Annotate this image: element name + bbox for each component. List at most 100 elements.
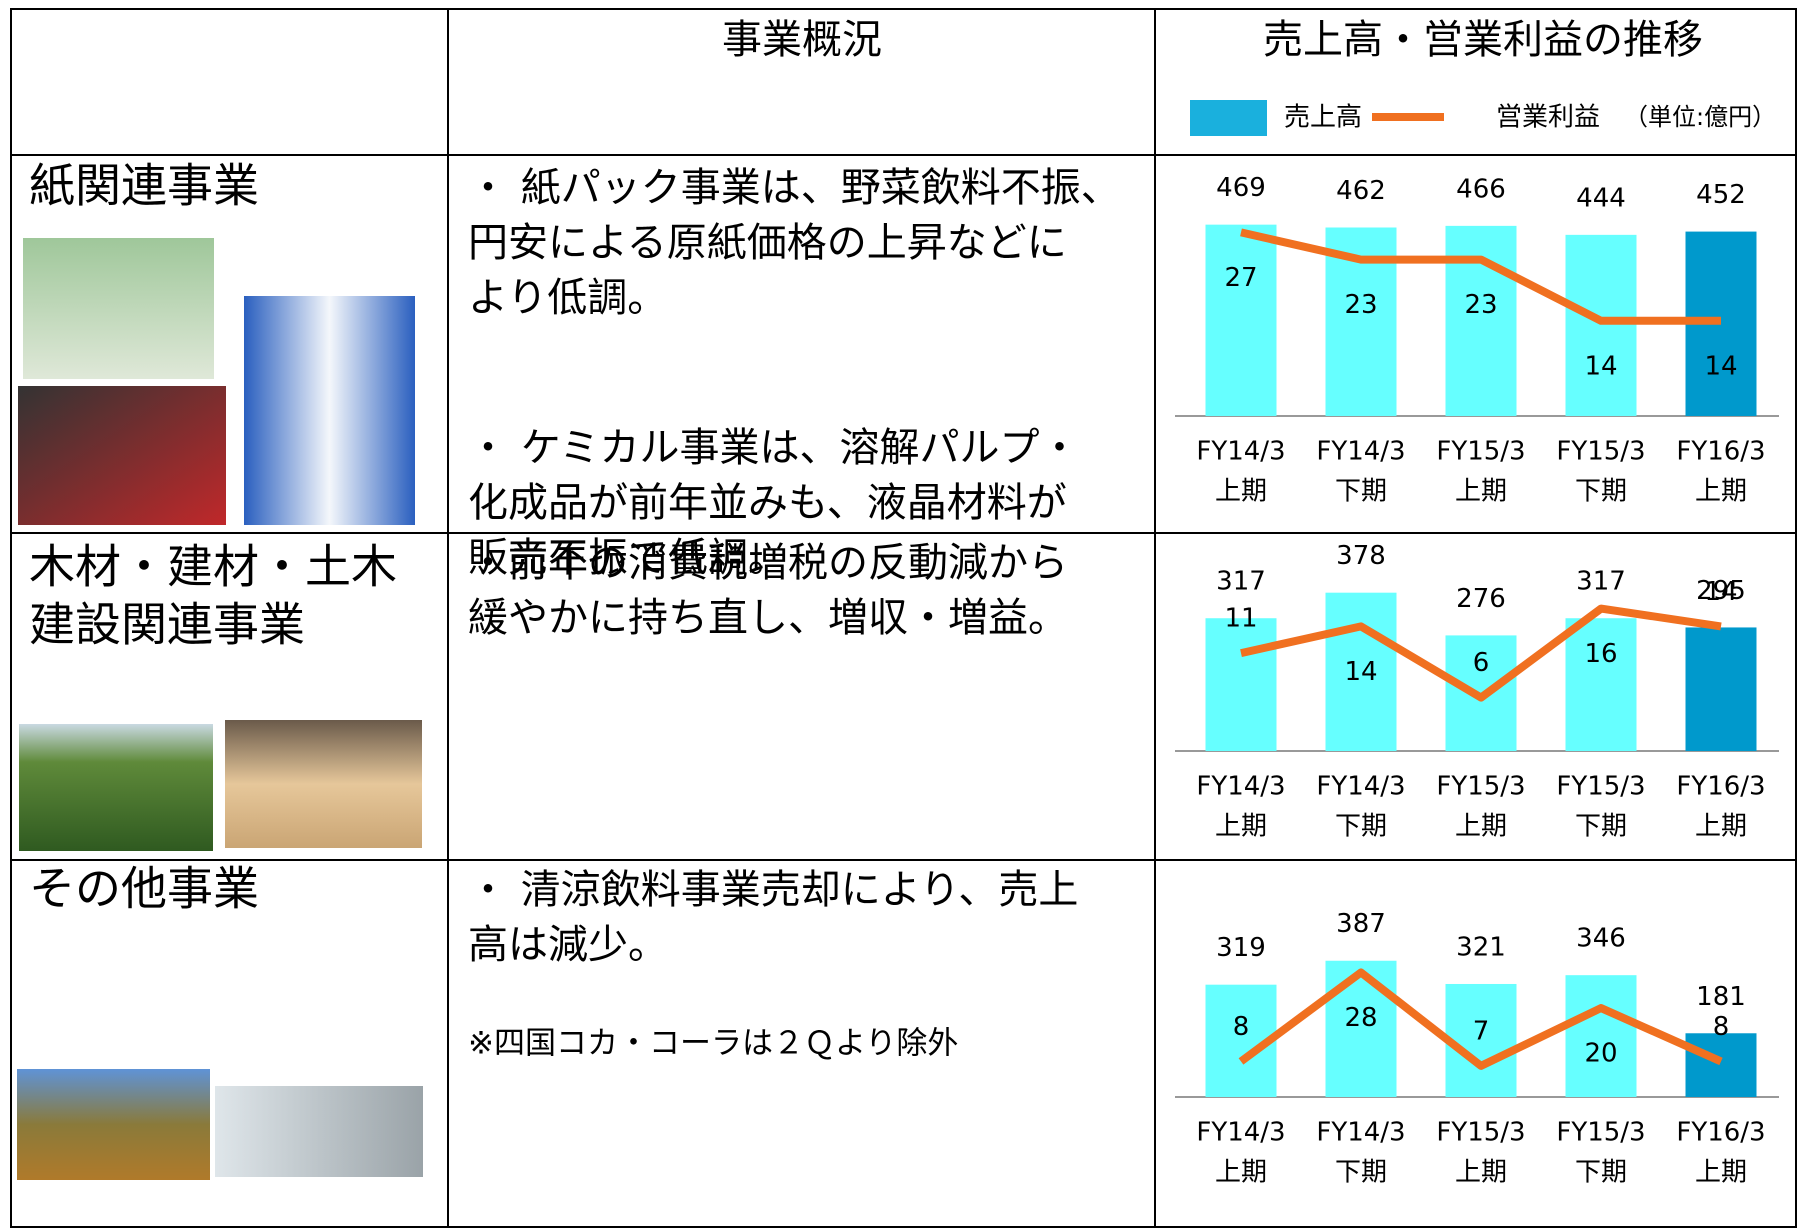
row-name: 木材・建材・土木 (29, 540, 397, 594)
x-tick-label: FY15/3 (1436, 437, 1525, 467)
row-name: その他事業 (29, 862, 259, 916)
profit-label: 27 (1224, 263, 1257, 293)
profit-label: 14 (1344, 657, 1377, 687)
x-tick-label: 上期 (1215, 812, 1267, 842)
profit-label: 7 (1473, 1016, 1490, 1046)
profit-label: 28 (1344, 1003, 1377, 1033)
x-tick-label: FY14/3 (1316, 437, 1405, 467)
x-tick-label: FY14/3 (1196, 1118, 1285, 1148)
x-tick-label: 上期 (1695, 477, 1747, 507)
x-tick-label: 上期 (1215, 1158, 1267, 1188)
photo-keyboard (18, 386, 226, 525)
x-tick-label: FY14/3 (1316, 772, 1405, 802)
x-tick-label: 下期 (1335, 812, 1387, 842)
bar (1565, 618, 1637, 751)
legend-unit: （単位:億円） (1624, 103, 1776, 131)
bar (1325, 960, 1397, 1097)
photo-mountain (17, 1069, 210, 1180)
row-text: 化成品が前年並みも、液晶材料が (468, 480, 1067, 526)
bar-value-label: 378 (1336, 541, 1386, 571)
row-text: 高は減少。 (468, 922, 668, 968)
bar (1445, 983, 1517, 1097)
x-tick-label: 上期 (1695, 1158, 1747, 1188)
x-tick-label: FY15/3 (1436, 1118, 1525, 1148)
row-text: ・前年の消費税増税の反動減から (468, 540, 1068, 586)
profit-label: 16 (1584, 639, 1617, 669)
profit-label: 23 (1464, 290, 1497, 320)
row-name: 建設関連事業 (29, 598, 305, 652)
bar (1685, 1033, 1757, 1097)
x-tick-label: FY16/3 (1676, 1118, 1765, 1148)
row-text: 円安による原紙価格の上昇などに (468, 220, 1067, 266)
profit-label: 23 (1344, 290, 1377, 320)
x-tick-label: 下期 (1335, 1158, 1387, 1188)
x-tick-label: 下期 (1575, 812, 1627, 842)
bar (1445, 225, 1517, 416)
profit-line (1240, 228, 1721, 325)
profit-line (1238, 968, 1723, 1070)
header-overview: 事業概況 (722, 17, 882, 63)
bar (1325, 592, 1397, 751)
legend-bar-swatch (1190, 100, 1267, 136)
x-tick-label: 上期 (1215, 477, 1267, 507)
profit-line (1240, 604, 1722, 702)
header-trend: 売上高・営業利益の推移 (1263, 17, 1703, 63)
row-text: ・ ケミカル事業は、溶解パルプ・ (468, 425, 1080, 471)
table-grid (10, 8, 1797, 1228)
bar (1205, 224, 1277, 416)
bar-value-label: 321 (1456, 932, 1506, 962)
bar-value-label: 317 (1216, 567, 1266, 597)
photo-cartons (244, 296, 415, 525)
legend-line: 営業利益 (1496, 103, 1600, 133)
photo-forest (19, 724, 213, 851)
bar-value-label: 452 (1696, 180, 1746, 210)
bar-value-label: 466 (1456, 174, 1506, 204)
x-tick-label: 上期 (1695, 812, 1747, 842)
profit-label: 8 (1233, 1012, 1250, 1042)
x-tick-label: FY14/3 (1316, 1118, 1405, 1148)
profit-label: 14 (1704, 351, 1737, 381)
bar-value-label: 276 (1456, 584, 1506, 614)
x-tick-label: 下期 (1575, 1158, 1627, 1188)
bar-value-label: 317 (1576, 567, 1626, 597)
x-tick-label: 下期 (1335, 477, 1387, 507)
x-tick-label: FY15/3 (1556, 437, 1645, 467)
bar-value-label: 469 (1216, 173, 1266, 203)
photo-trucks (215, 1086, 423, 1177)
bar-value-label: 295 (1696, 576, 1746, 606)
photo-yarn (23, 238, 214, 379)
profit-label: 20 (1584, 1039, 1617, 1069)
x-tick-label: FY14/3 (1196, 772, 1285, 802)
row-text: 緩やかに持ち直し、増収・増益。 (468, 595, 1068, 641)
bar-value-label: 319 (1216, 933, 1266, 963)
photo-lumber (225, 720, 422, 848)
row-note: ※四国コカ・コーラは２Ｑより除外 (468, 1026, 958, 1062)
profit-label: 14 (1584, 351, 1617, 381)
x-tick-label: FY15/3 (1436, 772, 1525, 802)
row-text: ・ 清涼飲料事業売却により、売上 (468, 867, 1078, 913)
row-text: より低調。 (468, 275, 667, 321)
profit-label: 8 (1713, 1012, 1730, 1042)
bar-value-label: 387 (1336, 909, 1386, 939)
bar-value-label: 444 (1576, 183, 1626, 213)
x-tick-label: FY16/3 (1676, 437, 1765, 467)
x-tick-label: FY16/3 (1676, 772, 1765, 802)
x-tick-label: FY15/3 (1556, 772, 1645, 802)
bar-value-label: 181 (1696, 982, 1746, 1012)
bar (1205, 618, 1277, 751)
bar (1565, 975, 1637, 1097)
bar (1565, 234, 1637, 416)
row-text: ・ 紙パック事業は、野菜飲料不振、 (468, 165, 1121, 211)
x-tick-label: 下期 (1575, 477, 1627, 507)
profit-label: 14 (1704, 577, 1737, 607)
bar (1685, 627, 1757, 751)
legend-bar: 売上高 (1284, 103, 1362, 133)
x-tick-label: FY15/3 (1556, 1118, 1645, 1148)
profit-label: 11 (1224, 604, 1257, 634)
x-tick-label: 上期 (1455, 477, 1507, 507)
bar-value-label: 346 (1576, 924, 1626, 954)
profit-label: 6 (1473, 648, 1490, 678)
bar-value-label: 462 (1336, 176, 1386, 206)
row-name: 紙関連事業 (29, 159, 259, 213)
